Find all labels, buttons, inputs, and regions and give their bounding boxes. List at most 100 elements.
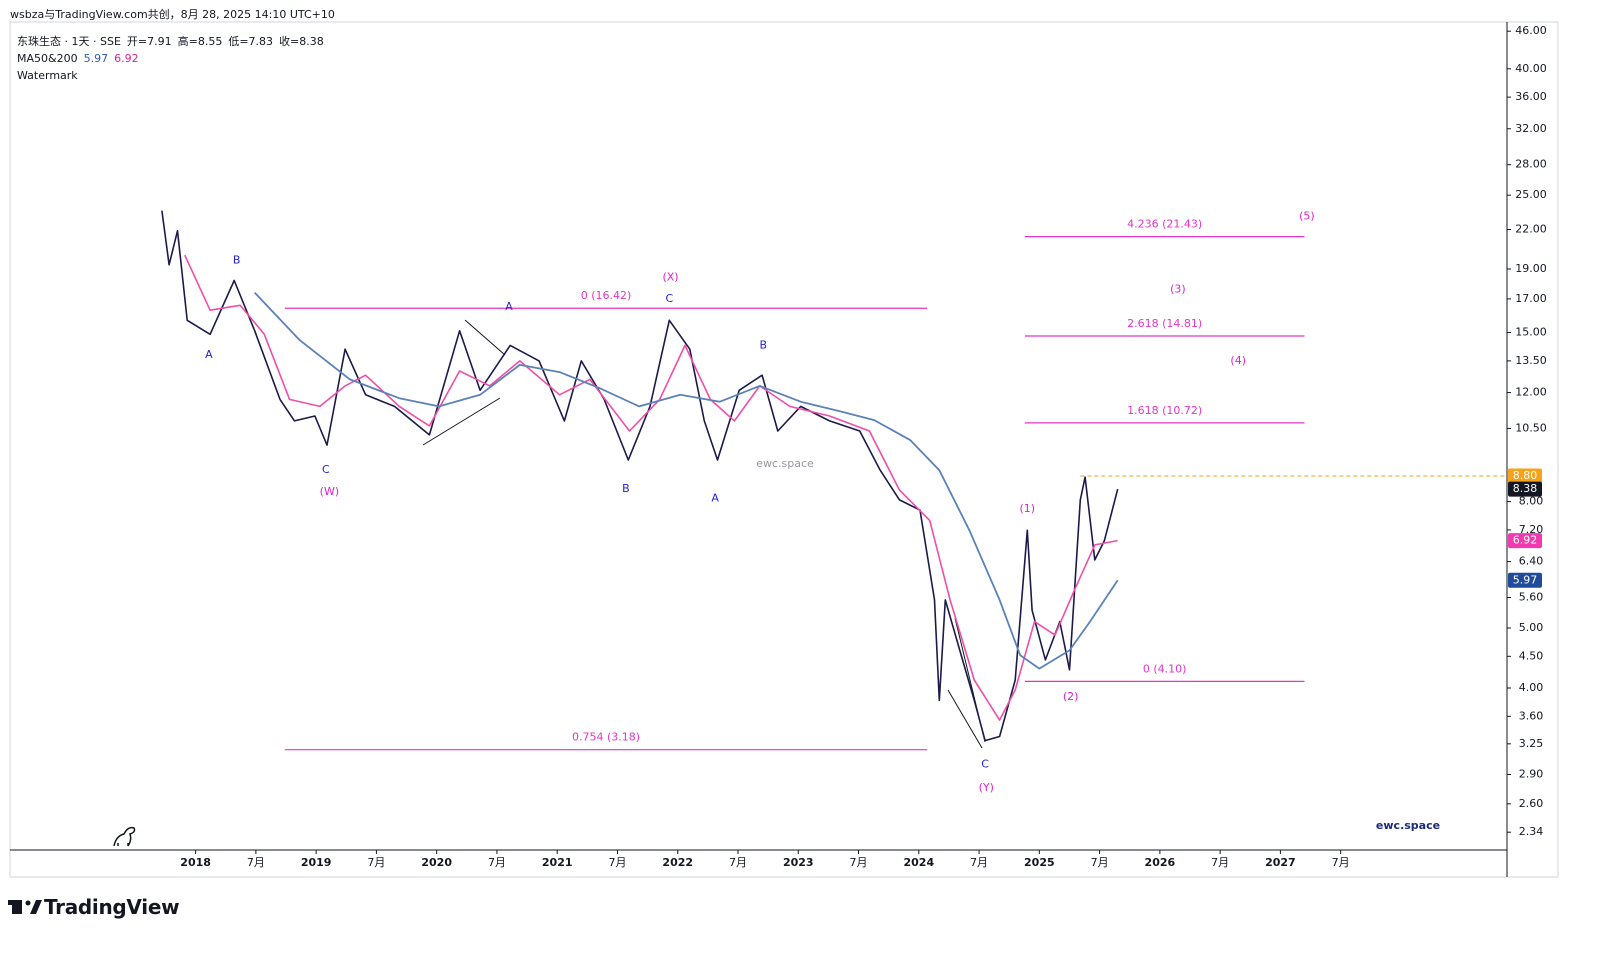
- legend-row: Watermark: [17, 67, 330, 84]
- y-tick-label: 5.60: [1519, 591, 1544, 604]
- pattern-line: [947, 689, 983, 749]
- fib-level-label: 1.618 (10.72): [1127, 404, 1202, 417]
- y-tick-label: 6.40: [1519, 555, 1544, 568]
- y-tick-label: 46.00: [1515, 24, 1547, 37]
- wave-label: (W): [320, 485, 339, 498]
- price-label-box: [1508, 572, 1542, 588]
- wave-label: A: [205, 348, 213, 361]
- x-tick-label: 2018: [180, 856, 211, 869]
- price-label: 8.38: [1513, 482, 1538, 495]
- brand-label: ewc.space: [1376, 819, 1440, 832]
- y-tick-label: 19.00: [1515, 262, 1547, 275]
- wave-label: B: [622, 482, 630, 495]
- pattern-line: [464, 319, 506, 356]
- x-tick-label: 2019: [301, 856, 332, 869]
- wave-label: A: [711, 491, 719, 504]
- legend-row: MA50&200 5.97 6.92: [17, 50, 330, 67]
- symbol-title: 东珠生态 · 1天 · SSE: [17, 35, 121, 48]
- legend: 东珠生态 · 1天 · SSE 开=7.91 高=8.55 低=7.83 收=8.38 …: [17, 33, 330, 84]
- indicator-value: 6.92: [114, 52, 139, 65]
- wave-label: (4): [1230, 354, 1246, 367]
- header: wsbza与TradingView.com共创，8月 28, 2025 14:1…: [10, 8, 335, 21]
- fib-level-label: 0 (16.42): [581, 289, 632, 302]
- y-tick-label: 2.34: [1519, 825, 1544, 838]
- y-tick-label: 40.00: [1515, 62, 1547, 75]
- y-tick-label: 3.60: [1519, 709, 1544, 722]
- price-label-box: [1508, 468, 1542, 484]
- y-tick-label: 2.60: [1519, 797, 1544, 810]
- x-tick-label: 2021: [542, 856, 573, 869]
- y-tick-label: 12.00: [1515, 386, 1547, 399]
- y-tick-label: 2.90: [1519, 767, 1544, 780]
- chart-frame: [9, 21, 1559, 878]
- x-tick-label: 7月: [608, 856, 626, 869]
- wave-label: (X): [662, 271, 678, 284]
- y-tick-label: 8.00: [1519, 495, 1544, 508]
- tradingview-logo: [8, 900, 42, 914]
- indicator-label: MA50&200: [17, 52, 78, 65]
- x-tick-label: 2020: [421, 856, 452, 869]
- x-tick-label: 7月: [1211, 856, 1229, 869]
- x-tick-label: 7月: [488, 856, 506, 869]
- x-tick-label: 2022: [662, 856, 693, 869]
- x-tick-label: 7月: [850, 856, 868, 869]
- x-tick-label: 7月: [729, 856, 747, 869]
- wave-label: C: [981, 757, 989, 770]
- ohlc: 开=7.91: [126, 35, 172, 48]
- fib-level-label: 0.754 (3.18): [572, 731, 640, 744]
- x-tick-label: 2027: [1265, 856, 1296, 869]
- y-tick-label: 5.00: [1519, 621, 1544, 634]
- fib-level-label: 4.236 (21.43): [1127, 218, 1202, 231]
- price-label-box: [1508, 481, 1542, 497]
- price-label: 5.97: [1513, 573, 1538, 586]
- wave-label: C: [665, 292, 673, 305]
- x-tick-label: 2025: [1024, 856, 1055, 869]
- wave-label: (2): [1063, 690, 1079, 703]
- footer-logo-text: TradingView: [44, 895, 180, 919]
- y-tick-label: 22.00: [1515, 223, 1547, 236]
- y-tick-label: 36.00: [1515, 90, 1547, 103]
- x-tick-label: 7月: [247, 856, 265, 869]
- wave-label: (3): [1170, 283, 1186, 296]
- ohlc: 高=8.55: [177, 35, 223, 48]
- price-line: [161, 210, 1119, 742]
- dino-icon: [113, 826, 136, 847]
- watermark-label: Watermark: [17, 69, 78, 82]
- price-line: [184, 254, 1118, 721]
- x-tick-label: 7月: [1091, 856, 1109, 869]
- pattern-line: [422, 397, 501, 446]
- x-tick-label: 2026: [1145, 856, 1176, 869]
- x-tick-label: 2024: [903, 856, 934, 869]
- wave-label: (Y): [979, 781, 994, 794]
- wave-label: C: [322, 463, 330, 476]
- x-tick-label: 2023: [783, 856, 814, 869]
- indicator-value: 5.97: [83, 52, 109, 65]
- y-tick-label: 7.20: [1519, 523, 1544, 536]
- y-tick-label: 25.00: [1515, 188, 1547, 201]
- x-tick-label: 7月: [970, 856, 988, 869]
- fib-level-label: 0 (4.10): [1143, 662, 1187, 675]
- y-tick-label: 28.00: [1515, 158, 1547, 171]
- y-tick-label: 32.00: [1515, 122, 1547, 135]
- x-tick-label: 7月: [1332, 856, 1350, 869]
- wave-label: (1): [1019, 502, 1035, 515]
- wave-label: B: [233, 254, 241, 267]
- wave-label: A: [505, 300, 513, 313]
- x-tick-label: 7月: [367, 856, 385, 869]
- y-tick-label: 17.00: [1515, 292, 1547, 305]
- wave-label: B: [760, 338, 768, 351]
- wave-label: (5): [1299, 209, 1315, 222]
- price-label-box: [1508, 533, 1542, 549]
- price-line: [254, 291, 1119, 670]
- price-label: 8.80: [1513, 469, 1538, 482]
- y-tick-label: 3.25: [1519, 737, 1544, 750]
- ohlc: 收=8.38: [279, 35, 324, 48]
- fib-level-label: 2.618 (14.81): [1127, 317, 1202, 330]
- price-label: 6.92: [1513, 534, 1538, 547]
- legend-row: 东珠生态 · 1天 · SSE 开=7.91 高=8.55 低=7.83 收=8.38: [17, 33, 330, 50]
- watermark: ewc.space: [756, 457, 814, 470]
- y-tick-label: 10.50: [1515, 421, 1547, 434]
- y-tick-label: 4.00: [1519, 681, 1544, 694]
